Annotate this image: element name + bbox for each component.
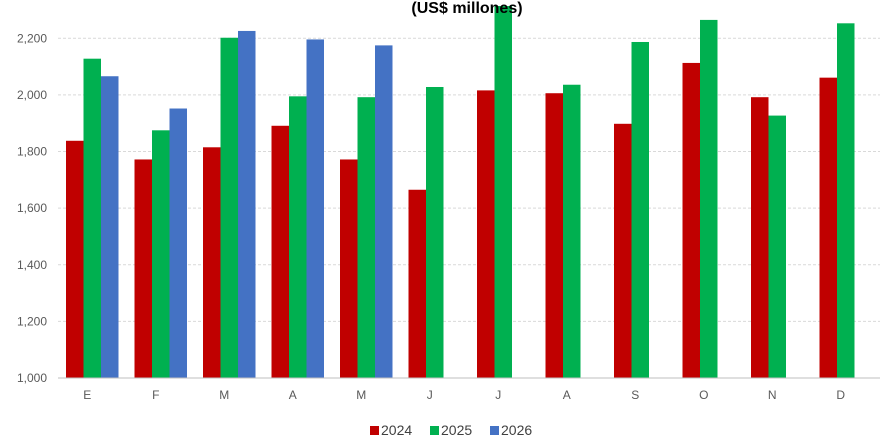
- bar-2025-2: [220, 37, 238, 378]
- y-tick-label: 1,400: [17, 258, 47, 272]
- y-tick-label: 2,200: [17, 31, 47, 45]
- bar-2024-9: [682, 62, 700, 378]
- legend: 2024 2025 2026: [370, 422, 532, 438]
- legend-swatch-2025: [430, 426, 439, 435]
- x-tick-label: E: [83, 388, 91, 402]
- y-tick-label: 1,000: [17, 371, 47, 385]
- x-tick-label: M: [219, 388, 229, 402]
- bar-2025-11: [837, 23, 855, 378]
- bar-2025-10: [768, 115, 786, 378]
- bar-2026-4: [375, 45, 393, 379]
- bars-group: [66, 6, 855, 379]
- bar-2024-7: [545, 93, 563, 379]
- x-tick-label: S: [631, 388, 639, 402]
- gridlines: [58, 37, 880, 322]
- bar-2025-9: [700, 19, 718, 379]
- bar-2025-3: [289, 96, 307, 378]
- legend-swatch-2024: [370, 426, 379, 435]
- bar-2025-4: [357, 97, 375, 379]
- y-tick-label: 2,000: [17, 88, 47, 102]
- bar-2024-6: [477, 90, 495, 378]
- legend-label-2026: 2026: [501, 422, 532, 438]
- x-tick-label: J: [495, 388, 501, 402]
- bar-2024-11: [819, 77, 837, 378]
- bar-2024-1: [134, 159, 152, 378]
- x-tick-label: A: [289, 388, 297, 402]
- x-tick-label: F: [152, 388, 159, 402]
- bar-2024-8: [614, 123, 632, 378]
- x-tick-label: J: [427, 388, 433, 402]
- y-axis-ticks: 1,000 1,200 1,400 1,600 1,800 2,000 2,200: [17, 31, 47, 385]
- bar-2025-6: [494, 6, 512, 378]
- legend-label-2025: 2025: [441, 422, 472, 438]
- x-tick-label: O: [699, 388, 708, 402]
- y-tick-label: 1,600: [17, 201, 47, 215]
- legend-swatch-2026: [490, 426, 499, 435]
- x-tick-label: M: [356, 388, 366, 402]
- bar-2024-0: [66, 140, 84, 378]
- bar-2025-5: [426, 86, 444, 379]
- y-tick-label: 1,200: [17, 314, 47, 328]
- bar-2025-7: [563, 84, 581, 379]
- bar-2024-10: [751, 97, 769, 379]
- chart-title: (US$ millones): [411, 0, 522, 17]
- legend-label-2024: 2024: [381, 422, 412, 438]
- x-tick-label: A: [563, 388, 571, 402]
- x-tick-label: N: [768, 388, 777, 402]
- bar-2026-3: [306, 39, 324, 378]
- bar-2026-2: [238, 30, 256, 378]
- bar-2025-0: [83, 58, 101, 378]
- bar-2024-4: [340, 159, 358, 378]
- bar-2024-3: [271, 125, 289, 378]
- bar-2025-8: [631, 41, 649, 378]
- bar-2024-5: [408, 189, 426, 378]
- bar-2025-1: [152, 130, 170, 378]
- y-tick-label: 1,800: [17, 145, 47, 159]
- bar-2024-2: [203, 147, 221, 378]
- x-tick-label: D: [836, 388, 845, 402]
- bar-2026-0: [101, 76, 119, 379]
- bar-2026-1: [169, 108, 187, 378]
